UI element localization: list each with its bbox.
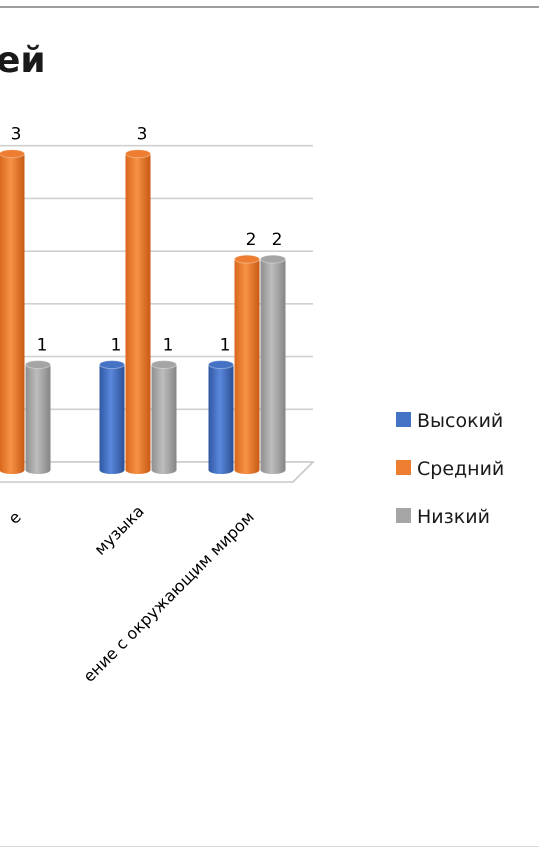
bottom-border [0, 846, 539, 847]
bar [260, 254, 286, 474]
data-label: 3 [11, 125, 22, 145]
category-label: е [4, 507, 24, 527]
data-label: 1 [220, 336, 231, 356]
bar [125, 149, 151, 474]
bar [234, 254, 260, 474]
chart-title: ей [0, 40, 46, 81]
data-label: 1 [37, 336, 48, 356]
data-label: 1 [163, 336, 174, 356]
data-label: 2 [246, 230, 257, 250]
legend-label: Высокий [417, 410, 503, 432]
bar [208, 360, 234, 474]
category-label: музыка [90, 501, 147, 558]
legend-label: Средний [417, 458, 504, 480]
bar [0, 149, 25, 474]
bar [25, 360, 51, 474]
data-label: 2 [272, 230, 283, 250]
bar [99, 360, 125, 474]
data-labels: 1 1 3 3 2 1 1 2 [11, 125, 283, 356]
legend-swatch [396, 460, 411, 475]
legend-swatch [396, 508, 411, 523]
data-label: 3 [137, 125, 148, 145]
bar [151, 360, 177, 474]
bars [0, 149, 286, 474]
legend: Высокий Средний Низкий [396, 410, 504, 528]
legend-swatch [396, 412, 411, 427]
data-label: 1 [111, 336, 122, 356]
legend-label: Низкий [417, 506, 490, 528]
top-border [0, 6, 539, 8]
